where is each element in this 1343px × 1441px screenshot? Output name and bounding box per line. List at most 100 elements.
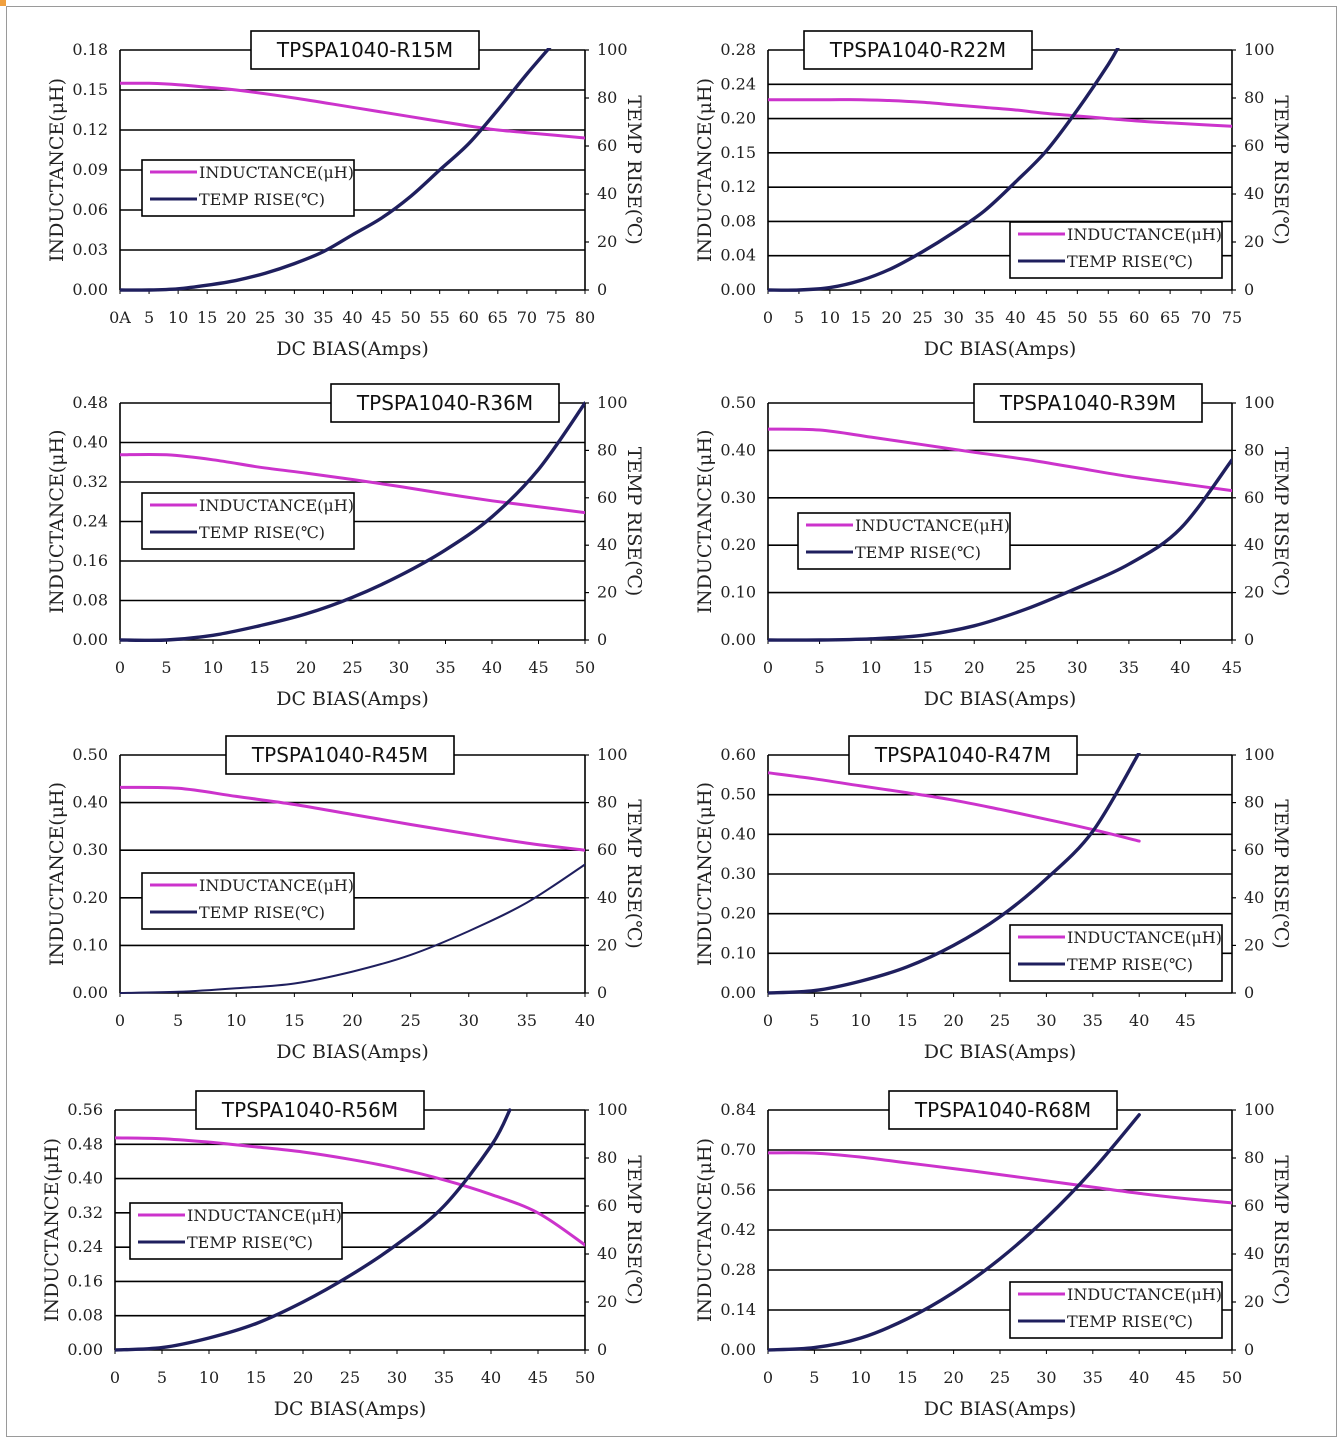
- y-tick-label: 0.84: [720, 1100, 756, 1119]
- inductance-series-line: [768, 427, 1232, 493]
- temp-rise-series-line: [768, 1113, 1141, 1352]
- y-tick-label: 0.70: [720, 1140, 756, 1159]
- x-tick-label: 15: [897, 1011, 917, 1030]
- x-tick-label: 55: [430, 308, 450, 327]
- y2-tick-label: 60: [1244, 488, 1264, 507]
- y2-tick-label: 40: [597, 535, 617, 554]
- y-tick-label: 0.56: [67, 1100, 103, 1119]
- y2-tick-label: 80: [597, 1148, 617, 1167]
- x-tick-label: 0: [115, 1011, 125, 1030]
- chart-title-box: [888, 1090, 1118, 1130]
- x-tick-label: 20: [342, 1011, 362, 1030]
- y-tick-label: 0.00: [72, 983, 108, 1002]
- y-tick-label: 0.56: [720, 1180, 756, 1199]
- x-tick-label: 40: [342, 308, 362, 327]
- x-tick-label: 10: [226, 1011, 246, 1030]
- y-tick-label: 0.28: [720, 1260, 756, 1279]
- x-axis-title: DC BIAS(Amps): [274, 1398, 427, 1420]
- y2-axis-title: TEMP RISE(℃): [623, 95, 645, 245]
- legend-label: INDUCTANCE(μH): [1067, 225, 1222, 244]
- x-tick-label: 20: [943, 1011, 963, 1030]
- chart-title-box: [195, 1090, 425, 1130]
- chart-panel-5: 0.00 0.10 0.20 0.30 0.40 0.50 0 20 40 60 80 100 0 5 10…: [46, 735, 645, 1063]
- chart-panel-2: 0.00 0.04 0.08 0.12 0.15 0.20 0.24 0.28 0 20 40 60 8…: [694, 30, 1292, 360]
- y-tick-label: 0.30: [72, 840, 108, 859]
- x-tick-label: 50: [1222, 1368, 1242, 1387]
- y-tick-label: 0.00: [67, 1340, 103, 1359]
- y-tick-label: 0.50: [72, 745, 108, 764]
- chart-panel-3: 0.000.080.160.240.320.400.48020406080100…: [46, 383, 645, 710]
- x-tick-label: 45: [371, 308, 391, 327]
- x-tick-label: 25: [340, 1368, 360, 1387]
- y2-tick-label: 100: [597, 745, 628, 764]
- x-tick-label: 0: [763, 1368, 773, 1387]
- x-tick-label: 10: [851, 1368, 871, 1387]
- temp-rise-series-line: [768, 753, 1141, 995]
- legend-label: TEMP RISE(℃): [199, 523, 325, 542]
- y-tick-label: 0.06: [72, 200, 108, 219]
- chart-title-box: [330, 383, 560, 423]
- y-tick-label: 0.00: [720, 1340, 756, 1359]
- y2-tick-label: 0: [1244, 1340, 1254, 1359]
- y-tick-label: 0.50: [720, 393, 756, 412]
- y-axis-title: INDUCTANCE(μH): [41, 1138, 63, 1322]
- y2-tick-label: 0: [1244, 280, 1254, 299]
- temp-rise-series-line: [768, 48, 1120, 292]
- x-tick-label: 40: [575, 1011, 595, 1030]
- x-tick-label: 0: [763, 308, 773, 327]
- y2-tick-label: 40: [597, 184, 617, 203]
- legend-label: TEMP RISE(℃): [1067, 252, 1193, 271]
- x-tick-label: 40: [1170, 658, 1190, 677]
- legend-label: TEMP RISE(℃): [1067, 955, 1193, 974]
- chart-title: TPSPA1040-R68M: [914, 1098, 1091, 1122]
- legend-label: TEMP RISE(℃): [187, 1233, 313, 1252]
- inductance-series-line: [115, 1136, 585, 1247]
- x-tick-label: 15: [246, 1368, 266, 1387]
- corner-marker: [0, 0, 6, 6]
- y-tick-label: 0.00: [720, 280, 756, 299]
- y2-tick-label: 20: [597, 935, 617, 954]
- inductance-series-line: [120, 785, 585, 852]
- y2-tick-label: 80: [597, 88, 617, 107]
- x-tick-label: 65: [488, 308, 508, 327]
- y2-axis-title: TEMP RISE(℃): [1270, 1155, 1292, 1305]
- y2-tick-label: 100: [597, 393, 628, 412]
- y-tick-label: 0.48: [72, 393, 108, 412]
- y-axis-title: INDUCTANCE(μH): [694, 78, 716, 262]
- legend-label: INDUCTANCE(μH): [199, 163, 354, 182]
- chart-panel-7: 0.00 0.08 0.16 0.24 0.32 0.40 0.48 0.56 0 20 40 60 8…: [41, 1090, 645, 1420]
- legend-label: INDUCTANCE(μH): [1067, 1285, 1222, 1304]
- x-tick-label: 15: [897, 1368, 917, 1387]
- y-tick-label: 0.03: [72, 240, 108, 259]
- x-tick-label: 25: [1016, 658, 1036, 677]
- x-tick-label: 20: [293, 1368, 313, 1387]
- y-tick-label: 0.10: [72, 935, 108, 954]
- x-tick-label: 50: [575, 658, 595, 677]
- y2-tick-label: 20: [1244, 1292, 1264, 1311]
- temp-rise-series-line: [120, 863, 585, 994]
- x-tick-label: 5: [809, 1368, 819, 1387]
- legend-box: [797, 512, 1011, 570]
- y-tick-label: 0.24: [720, 74, 756, 93]
- x-tick-label: 30: [1067, 658, 1087, 677]
- legend-box: [141, 492, 355, 550]
- y-tick-label: 0.08: [67, 1306, 103, 1325]
- x-tick-label: 10: [199, 1368, 219, 1387]
- x-tick-label: 5: [173, 1011, 183, 1030]
- x-axis-title: DC BIAS(Amps): [276, 1041, 429, 1063]
- y-tick-label: 0.24: [72, 512, 108, 531]
- y2-tick-label: 100: [597, 40, 628, 59]
- y-tick-label: 0.09: [72, 160, 108, 179]
- legend-label: TEMP RISE(℃): [199, 190, 325, 209]
- y2-tick-label: 80: [1244, 1148, 1264, 1167]
- y2-tick-label: 100: [597, 1100, 628, 1119]
- x-tick-label: 25: [400, 1011, 420, 1030]
- chart-title-box: [250, 30, 480, 70]
- y2-tick-label: 20: [597, 232, 617, 251]
- y2-axis-title: TEMP RISE(℃): [1270, 95, 1292, 245]
- y2-tick-label: 40: [1244, 1244, 1264, 1263]
- x-tick-label: 60: [459, 308, 479, 327]
- x-axis-title: DC BIAS(Amps): [924, 1398, 1077, 1420]
- y2-tick-label: 0: [597, 1340, 607, 1359]
